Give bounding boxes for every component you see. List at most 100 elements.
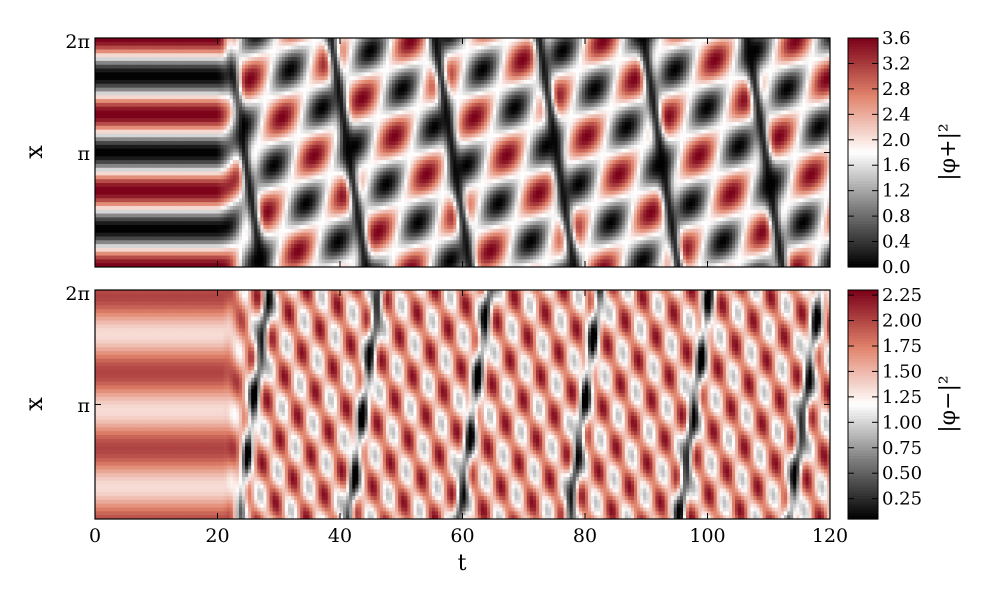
heatmap-cell — [104, 95, 108, 100]
heatmap-cell — [168, 87, 173, 93]
heatmap-cell — [125, 49, 130, 54]
heatmap-cell — [174, 167, 179, 173]
heatmap-cell — [104, 263, 108, 267]
heatmap-cell — [183, 251, 188, 257]
heatmap-cell — [208, 57, 212, 62]
heatmap-cell — [122, 45, 127, 51]
heatmap-cell — [223, 83, 228, 89]
heatmap-cell — [257, 186, 261, 192]
heatmap-cell — [220, 152, 225, 157]
heatmap-cell — [156, 68, 160, 73]
heatmap-cell — [150, 202, 154, 207]
heatmap-cell — [144, 148, 148, 154]
heatmap-cell — [177, 133, 182, 138]
heatmap-cell — [208, 213, 212, 218]
heatmap-cell — [257, 76, 261, 81]
heatmap-cell — [122, 137, 127, 142]
heatmap-cell — [235, 133, 240, 138]
heatmap-cell — [101, 251, 105, 257]
heatmap-cell — [107, 60, 111, 66]
heatmap-cell — [226, 141, 231, 146]
heatmap-cell — [223, 57, 228, 62]
heatmap-cell — [238, 171, 243, 176]
heatmap-cell — [107, 198, 111, 203]
heatmap-cell — [202, 183, 206, 188]
heatmap-cell — [211, 87, 216, 93]
heatmap-cell — [125, 102, 130, 108]
heatmap-cell — [196, 190, 200, 196]
heatmap-cell — [238, 179, 243, 184]
heatmap-cell — [257, 64, 261, 70]
heatmap-cell — [116, 251, 121, 257]
heatmap-cell — [214, 106, 219, 112]
heatmap-cell — [95, 163, 99, 169]
heatmap-cell — [168, 129, 173, 135]
heatmap-cell — [134, 247, 139, 253]
heatmap-cell — [245, 251, 249, 257]
heatmap-cell — [165, 68, 170, 73]
heatmap-cell — [211, 190, 216, 196]
heatmap-cell — [159, 45, 163, 51]
heatmap-cell — [107, 179, 111, 184]
heatmap-cell — [180, 79, 185, 85]
heatmap-cell — [238, 236, 243, 241]
heatmap-cell — [251, 49, 255, 54]
heatmap-cell — [232, 190, 237, 196]
heatmap-cell — [211, 247, 216, 253]
heatmap-cell — [95, 232, 99, 238]
heatmap-cell — [150, 213, 154, 218]
heatmap-cell — [196, 64, 200, 70]
heatmap-cell — [189, 186, 194, 192]
heatmap-cell — [196, 148, 200, 154]
heatmap-cell — [238, 121, 243, 127]
heatmap-cell — [199, 72, 203, 77]
heatmap-cell — [110, 133, 114, 138]
heatmap-cell — [248, 202, 252, 207]
heatmap-cell — [162, 118, 167, 123]
heatmap-cell — [119, 175, 124, 180]
heatmap-cell — [193, 160, 197, 165]
heatmap-cell — [162, 72, 167, 77]
heatmap-cell — [125, 87, 130, 93]
heatmap-cell — [229, 152, 234, 157]
heatmap-cell — [242, 225, 246, 230]
heatmap-cell — [205, 121, 209, 127]
heatmap-cell — [242, 205, 246, 211]
heatmap-cell — [223, 38, 228, 43]
heatmap-cell — [245, 91, 249, 96]
heatmap-cell — [110, 49, 114, 54]
heatmap-cell — [174, 217, 179, 222]
heatmap-cell — [238, 57, 243, 62]
heatmap-cell — [110, 156, 114, 161]
heatmap-cell — [122, 247, 127, 253]
heatmap-cell — [257, 167, 261, 173]
heatmap-cell — [159, 118, 163, 123]
heatmap-cell — [165, 148, 170, 154]
heatmap-cell — [116, 236, 121, 241]
heatmap-cell — [196, 106, 200, 112]
heatmap-cell — [183, 64, 188, 70]
heatmap-cell — [214, 137, 219, 142]
heatmap-cell — [113, 45, 118, 51]
heatmap-cell — [116, 156, 121, 161]
heatmap-cell — [116, 247, 121, 253]
heatmap-cell — [107, 83, 111, 89]
heatmap-cell — [205, 179, 209, 184]
heatmap-cell — [131, 217, 136, 222]
heatmap-cell — [232, 72, 237, 77]
heatmap-cell — [189, 225, 194, 230]
heatmap-cell — [220, 255, 225, 260]
heatmap-cell — [189, 179, 194, 184]
heatmap-cell — [131, 49, 136, 54]
heatmap-cell — [186, 232, 191, 238]
heatmap-cell — [165, 45, 170, 51]
heatmap-cell — [211, 205, 216, 211]
heatmap-cell — [137, 190, 142, 196]
heatmap-cell — [147, 167, 151, 173]
heatmap-cell — [171, 83, 176, 89]
heatmap-cell — [232, 110, 237, 115]
heatmap-cell — [223, 49, 228, 54]
heatmap-cell — [214, 121, 219, 127]
heatmap-cell — [205, 87, 209, 93]
heatmap-cell — [189, 76, 194, 81]
